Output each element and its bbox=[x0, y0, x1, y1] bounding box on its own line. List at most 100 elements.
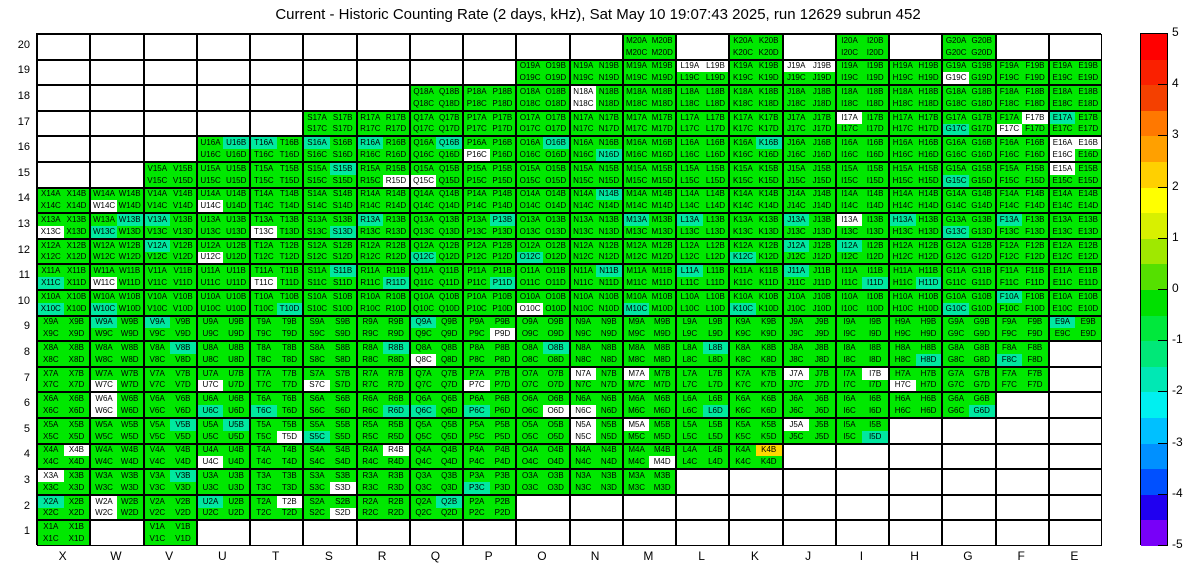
detector-channel-N5A[interactable]: N5A bbox=[570, 419, 597, 431]
detector-channel-P4A[interactable]: P4A bbox=[464, 444, 490, 457]
detector-channel-O13A[interactable]: O13A bbox=[517, 214, 543, 226]
detector-channel-V9B[interactable]: V9B bbox=[170, 316, 196, 329]
detector-channel-R14B[interactable]: R14B bbox=[383, 188, 409, 201]
detector-channel-S4A[interactable]: S4A bbox=[304, 444, 330, 457]
detector-channel-G7C[interactable]: G7C bbox=[943, 379, 969, 392]
detector-channel-M12B[interactable]: M12B bbox=[649, 239, 675, 252]
detector-channel-S10D[interactable]: S10D bbox=[329, 302, 356, 315]
detector-channel-K20A[interactable]: K20A bbox=[730, 35, 756, 47]
detector-channel-V13D[interactable]: V13D bbox=[170, 225, 196, 238]
detector-channel-T9C[interactable]: T9C bbox=[251, 328, 277, 341]
grid-cell-T14[interactable]: T14A T14B T14C T14D bbox=[250, 187, 304, 214]
detector-channel-G7D[interactable]: G7D bbox=[968, 379, 995, 392]
detector-channel-T4B[interactable]: T4B bbox=[276, 444, 303, 457]
detector-channel-T4A[interactable]: T4A bbox=[251, 444, 277, 457]
detector-channel-V5A[interactable]: V5A bbox=[144, 419, 171, 431]
detector-channel-L12C[interactable]: L12C bbox=[677, 251, 703, 264]
detector-channel-X7D[interactable]: X7D bbox=[63, 379, 90, 392]
detector-channel-J18C[interactable]: J18C bbox=[783, 97, 810, 110]
grid-cell-P12[interactable]: P12A P12B P12C P12D bbox=[463, 238, 517, 265]
detector-channel-E16D[interactable]: E16D bbox=[1075, 149, 1101, 161]
detector-channel-L8A[interactable]: L8A bbox=[677, 342, 703, 354]
detector-channel-M11C[interactable]: M11C bbox=[623, 277, 650, 289]
grid-cell-P10[interactable]: P10A P10B P10C P10D bbox=[463, 290, 517, 316]
detector-channel-I19A[interactable]: I19A bbox=[836, 60, 863, 73]
detector-channel-S15A[interactable]: S15A bbox=[304, 163, 330, 175]
detector-channel-R3D[interactable]: R3D bbox=[383, 481, 409, 494]
detector-channel-Q10A[interactable]: Q10A bbox=[410, 291, 437, 303]
detector-channel-X6D[interactable]: X6D bbox=[63, 405, 90, 417]
detector-channel-V13B[interactable]: V13B bbox=[170, 214, 196, 226]
grid-cell-W10[interactable]: W10A W10B W10C W10D bbox=[90, 290, 144, 316]
detector-channel-R5B[interactable]: R5B bbox=[383, 419, 409, 431]
detector-channel-L13B[interactable]: L13B bbox=[702, 214, 729, 226]
detector-channel-T11B[interactable]: T11B bbox=[276, 265, 303, 278]
detector-channel-V5D[interactable]: V5D bbox=[170, 430, 196, 443]
detector-channel-M15A[interactable]: M15A bbox=[623, 163, 650, 175]
detector-channel-P8C[interactable]: P8C bbox=[464, 353, 490, 366]
detector-channel-K18C[interactable]: K18C bbox=[730, 97, 756, 110]
detector-channel-P2D[interactable]: P2D bbox=[489, 507, 516, 520]
detector-channel-U9A[interactable]: U9A bbox=[197, 316, 224, 329]
grid-cell-T4[interactable]: T4A T4B T4C T4D bbox=[250, 443, 304, 470]
detector-channel-I19B[interactable]: I19B bbox=[862, 60, 888, 73]
grid-cell-L18[interactable]: L18A L18B L18C L18D bbox=[676, 85, 730, 111]
detector-channel-Q10D[interactable]: Q10D bbox=[436, 302, 462, 315]
detector-channel-U7D[interactable]: U7D bbox=[223, 379, 249, 392]
detector-channel-K4C[interactable]: K4C bbox=[730, 456, 756, 469]
detector-channel-R4A[interactable]: R4A bbox=[357, 444, 384, 457]
detector-channel-V4B[interactable]: V4B bbox=[170, 444, 196, 457]
detector-channel-Q8D[interactable]: Q8D bbox=[436, 353, 462, 366]
grid-cell-W5[interactable]: W5A W5B W5C W5D bbox=[90, 418, 144, 444]
detector-channel-I8B[interactable]: I8B bbox=[862, 342, 888, 354]
detector-channel-W14D[interactable]: W14D bbox=[116, 200, 143, 213]
detector-channel-K9D[interactable]: K9D bbox=[755, 328, 782, 341]
detector-channel-V9A[interactable]: V9A bbox=[144, 316, 171, 329]
grid-cell-O6[interactable]: O6A O6B O6C O6D bbox=[516, 392, 570, 418]
grid-cell-R7[interactable]: R7A R7B R7C R7D bbox=[356, 366, 410, 393]
grid-cell-H5[interactable] bbox=[889, 418, 943, 444]
detector-channel-U15A[interactable]: U15A bbox=[197, 163, 224, 175]
detector-channel-K5D[interactable]: K5D bbox=[755, 430, 782, 443]
detector-channel-V6B[interactable]: V6B bbox=[170, 393, 196, 406]
detector-channel-Q18B[interactable]: Q18B bbox=[436, 86, 462, 98]
detector-channel-R2A[interactable]: R2A bbox=[357, 495, 384, 508]
detector-channel-G8A[interactable]: G8A bbox=[943, 342, 969, 354]
detector-channel-P14A[interactable]: P14A bbox=[464, 188, 490, 201]
detector-channel-I16C[interactable]: I16C bbox=[836, 149, 863, 161]
detector-channel-M18C[interactable]: M18C bbox=[623, 97, 650, 110]
detector-channel-V14C[interactable]: V14C bbox=[144, 200, 171, 213]
detector-channel-M16D[interactable]: M16D bbox=[649, 149, 675, 161]
grid-cell-R13[interactable]: R13A R13B R13C R13D bbox=[356, 213, 410, 239]
detector-channel-P7A[interactable]: P7A bbox=[464, 367, 490, 380]
detector-channel-F18C[interactable]: F18C bbox=[996, 97, 1023, 110]
detector-channel-G20A[interactable]: G20A bbox=[943, 35, 969, 47]
detector-channel-E18A[interactable]: E18A bbox=[1049, 86, 1076, 98]
grid-cell-M3[interactable]: M3A M3B M3C M3D bbox=[622, 469, 676, 495]
grid-cell-J11[interactable]: J11A J11B J11C J11D bbox=[782, 264, 836, 290]
detector-channel-N14A[interactable]: N14A bbox=[570, 188, 597, 201]
grid-cell-N15[interactable]: N15A N15B N15C N15D bbox=[569, 162, 623, 188]
detector-channel-L7B[interactable]: L7B bbox=[702, 367, 729, 380]
detector-channel-T6A[interactable]: T6A bbox=[251, 393, 277, 406]
detector-channel-M7A[interactable]: M7A bbox=[623, 367, 650, 380]
grid-cell-K17[interactable]: K17A K17B K17C K17D bbox=[729, 110, 783, 137]
grid-cell-S1[interactable] bbox=[303, 520, 357, 546]
detector-channel-V12D[interactable]: V12D bbox=[170, 251, 196, 264]
detector-channel-Q9B[interactable]: Q9B bbox=[436, 316, 462, 329]
detector-channel-P5A[interactable]: P5A bbox=[464, 419, 490, 431]
grid-cell-S13[interactable]: S13A S13B S13C S13D bbox=[303, 213, 357, 239]
grid-cell-U6[interactable]: U6A U6B U6C U6D bbox=[196, 392, 250, 418]
detector-channel-M13D[interactable]: M13D bbox=[649, 225, 675, 238]
detector-channel-G19B[interactable]: G19B bbox=[968, 60, 995, 73]
detector-channel-S15D[interactable]: S15D bbox=[329, 174, 356, 187]
grid-cell-G2[interactable] bbox=[942, 494, 996, 521]
detector-channel-H13D[interactable]: H13D bbox=[915, 225, 942, 238]
detector-channel-E19C[interactable]: E19C bbox=[1049, 72, 1076, 85]
grid-cell-U19[interactable] bbox=[196, 59, 250, 86]
grid-cell-R15[interactable]: R15A R15B R15C R15D bbox=[356, 162, 410, 188]
grid-cell-V3[interactable]: V3A V3B V3C V3D bbox=[143, 469, 197, 495]
detector-channel-S8B[interactable]: S8B bbox=[329, 342, 356, 354]
detector-channel-K10B[interactable]: K10B bbox=[755, 291, 782, 303]
detector-channel-H15C[interactable]: H15C bbox=[890, 174, 916, 187]
